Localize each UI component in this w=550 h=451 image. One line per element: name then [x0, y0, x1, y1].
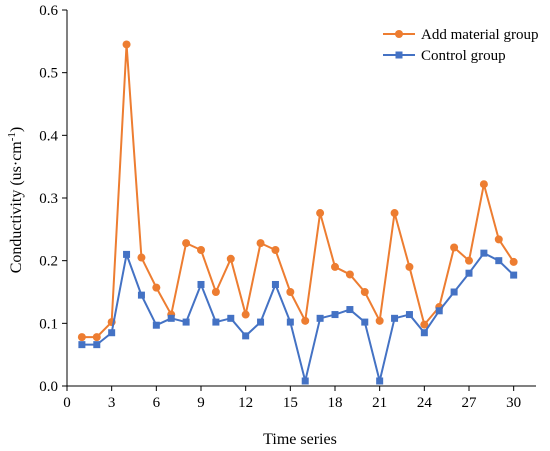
y-tick-label: 0.6 — [39, 3, 58, 19]
data-point — [286, 288, 295, 296]
data-point — [182, 318, 190, 326]
y-axis-title-main: Conductivity (us·cm — [8, 141, 25, 274]
data-point — [78, 341, 86, 349]
data-point — [465, 256, 473, 265]
y-tick-label: 0.0 — [39, 379, 58, 395]
data-point — [226, 254, 235, 263]
data-point — [197, 246, 205, 255]
data-point — [405, 311, 413, 319]
legend-item: Control group — [383, 48, 506, 64]
data-point — [271, 246, 280, 255]
x-tick-label: 15 — [283, 395, 298, 411]
data-point — [390, 209, 399, 218]
data-point — [257, 318, 265, 326]
data-point — [509, 257, 518, 266]
data-point — [92, 333, 101, 342]
x-tick-label: 12 — [238, 395, 253, 411]
data-point — [271, 280, 279, 288]
data-point — [301, 316, 310, 325]
x-axis-title: Time series — [263, 431, 337, 448]
data-point — [212, 318, 220, 326]
data-point — [480, 249, 488, 257]
x-tick-label: 27 — [462, 395, 478, 411]
data-point — [331, 262, 339, 271]
data-point — [316, 209, 325, 218]
x-tick-label: 24 — [417, 395, 433, 411]
data-point — [391, 314, 399, 322]
data-point — [495, 257, 503, 265]
legend-marker — [395, 51, 403, 59]
data-point — [435, 307, 443, 315]
data-point — [465, 269, 473, 277]
data-point — [510, 271, 518, 279]
data-point — [167, 314, 175, 322]
data-point — [152, 283, 161, 292]
data-point — [479, 180, 488, 189]
data-point — [360, 288, 369, 296]
data-point — [376, 377, 384, 385]
y-tick-label: 0.5 — [39, 66, 58, 82]
data-point — [316, 314, 324, 322]
x-tick-label: 6 — [153, 395, 161, 411]
x-tick-label: 0 — [63, 395, 71, 411]
series-layer — [77, 40, 518, 385]
data-point — [345, 270, 354, 279]
data-point — [450, 288, 458, 296]
data-point — [152, 321, 160, 329]
legend-label: Add material group — [421, 27, 538, 43]
data-point — [256, 239, 265, 248]
x-tick-label: 18 — [328, 395, 343, 411]
data-point — [122, 40, 131, 49]
data-point — [123, 250, 131, 258]
y-axis-title-superscript: -1 — [6, 132, 18, 141]
data-point — [211, 288, 220, 296]
data-point — [420, 320, 429, 329]
x-tick-label: 21 — [372, 395, 387, 411]
y-axis-title: Conductivity (us·cm-1) — [6, 127, 25, 273]
y-tick-label: 0.3 — [39, 191, 58, 207]
data-point — [242, 332, 250, 340]
legend-item: Add material group — [383, 27, 538, 43]
data-point — [494, 235, 503, 244]
legend-label: Control group — [421, 48, 506, 64]
series-add-material-group — [77, 40, 518, 342]
legend: Add material group Control group — [383, 27, 538, 64]
data-point — [420, 329, 428, 337]
data-point — [301, 377, 309, 385]
data-point — [450, 243, 459, 252]
data-point — [227, 314, 235, 322]
data-point — [331, 311, 339, 319]
x-tick-label: 30 — [506, 395, 521, 411]
y-tick-label: 0.1 — [39, 316, 58, 332]
y-axis-title-close: ) — [8, 127, 25, 132]
data-point — [93, 341, 101, 349]
data-point — [375, 316, 384, 325]
series-line — [81, 43, 515, 339]
data-point — [197, 280, 205, 288]
data-point — [361, 318, 369, 326]
series-control-group — [78, 249, 518, 385]
data-point — [137, 291, 145, 299]
data-point — [182, 239, 191, 248]
data-point — [108, 329, 116, 337]
y-tick-label: 0.4 — [39, 128, 58, 144]
x-axis-ticks: 0 3 6 9 12 15 18 21 24 27 30 — [63, 386, 521, 411]
legend-marker — [395, 30, 403, 38]
data-point — [346, 306, 354, 314]
data-point — [137, 253, 146, 262]
y-tick-label: 0.2 — [39, 254, 58, 270]
x-tick-label: 9 — [197, 395, 205, 411]
data-point — [241, 310, 250, 319]
x-tick-label: 3 — [108, 395, 116, 411]
data-point — [77, 333, 86, 342]
data-point — [286, 318, 294, 326]
data-point — [405, 262, 414, 271]
y-axis-ticks: 0.0 0.1 0.2 0.3 0.4 0.5 0.6 — [39, 3, 67, 395]
